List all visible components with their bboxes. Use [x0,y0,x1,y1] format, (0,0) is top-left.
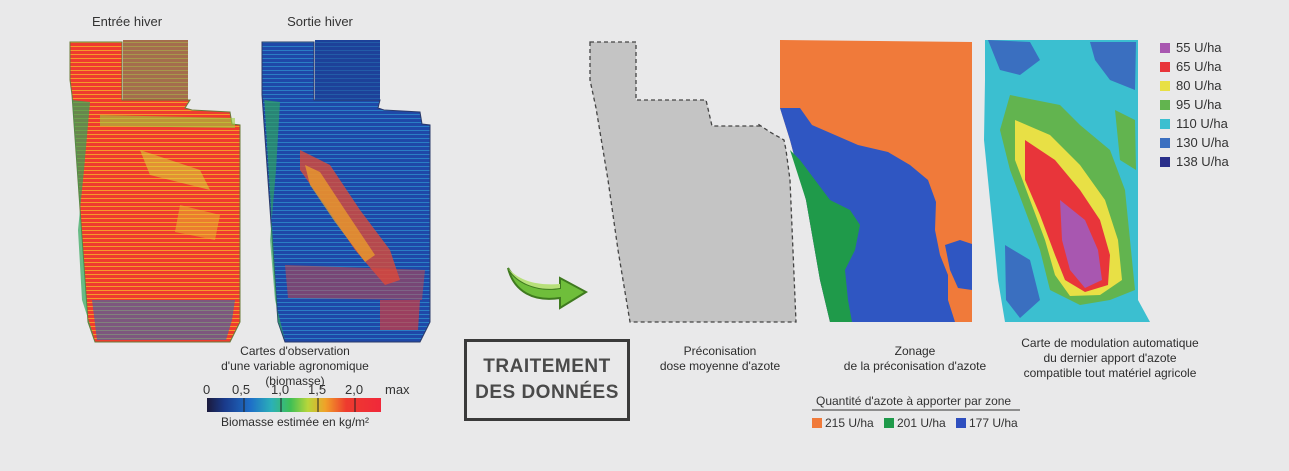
scale-tick-0: 0 [203,382,211,397]
legend-swatch [1160,99,1170,110]
caption-observation: Cartes d'observation d'une variable agro… [190,344,400,389]
legend-swatch [1160,137,1170,148]
modulation-legend-item: 110 U/ha [1160,116,1228,132]
treatment-line2: DES DONNÉES [475,382,619,403]
biomass-scale-bar [207,398,381,412]
scale-tick-5: max [385,382,410,397]
zone-quantity-label: 201 U/ha [897,416,946,430]
scale-tick-4: 2,0 [345,382,364,397]
title-sortie-hiver: Sortie hiver [287,14,353,29]
map-sortie-hiver [261,40,431,343]
caption-modulation-line2: du dernier apport d'azote [1043,351,1177,365]
zone-quantity-item-201: 201 U/ha [884,416,946,430]
caption-modulation: Carte de modulation automatique du derni… [1010,336,1210,381]
zone-quantity-label: 177 U/ha [969,416,1018,430]
map-zonage [780,40,972,322]
modulation-legend-item: 95 U/ha [1160,97,1222,113]
modulation-legend-item: 138 U/ha [1160,154,1229,170]
modulation-legend-item: 55 U/ha [1160,40,1222,56]
legend-label: 95 U/ha [1176,97,1222,112]
legend-label: 138 U/ha [1176,154,1229,169]
zone-swatch-201 [884,417,894,428]
map-preconisation [589,41,797,323]
zone-quantity-label: 215 U/ha [825,416,874,430]
caption-modulation-line1: Carte de modulation automatique [1021,336,1199,350]
modulation-legend-item: 65 U/ha [1160,59,1222,75]
caption-modulation-line3: compatible tout matériel agricole [1023,366,1197,380]
process-arrow-icon [507,267,589,310]
caption-preco-line2: dose moyenne d'azote [659,359,781,373]
legend-swatch [1160,61,1170,72]
treatment-box: TRAITEMENT DES DONNÉES [464,339,630,421]
legend-swatch [1160,118,1170,129]
zone-quantity-item-177: 177 U/ha [956,416,1018,430]
legend-swatch [1160,42,1170,53]
caption-zonage-line1: Zonage [894,344,936,358]
map-entree-hiver [69,40,241,343]
modulation-legend-item: 80 U/ha [1160,78,1222,94]
legend-label: 110 U/ha [1176,116,1228,131]
legend-label: 65 U/ha [1176,59,1222,74]
caption-preco-line1: Préconisation [683,344,757,358]
caption-observation-line2: d'une variable agronomique (biomasse) [221,359,369,388]
title-entree-hiver: Entrée hiver [91,14,163,29]
modulation-legend-item: 130 U/ha [1160,135,1229,151]
scale-tick-3: 1,5 [308,382,327,397]
scale-tick-2: 1,0 [271,382,290,397]
legend-swatch [1160,156,1170,167]
legend-label: 130 U/ha [1176,135,1229,150]
zone-swatch-215 [812,417,822,428]
scale-tick-1: 0,5 [232,382,251,397]
caption-zonage: Zonage de la préconisation d'azote [825,344,1005,374]
legend-label: 55 U/ha [1176,40,1222,55]
zone-quantity-item-215: 215 U/ha [812,416,874,430]
caption-observation-line1: Cartes d'observation [240,344,350,358]
map-modulation [984,40,1150,322]
zone-quantity-title: Quantité d'azote à apporter par zone [816,394,1012,408]
caption-preconisation: Préconisation dose moyenne d'azote [640,344,800,374]
zone-swatch-177 [956,417,966,428]
legend-label: 80 U/ha [1176,78,1222,93]
caption-zonage-line2: de la préconisation d'azote [843,359,987,373]
legend-swatch [1160,80,1170,91]
treatment-line1: TRAITEMENT [483,356,611,377]
biomass-scale-label: Biomasse estimée en kg/m² [220,415,370,429]
